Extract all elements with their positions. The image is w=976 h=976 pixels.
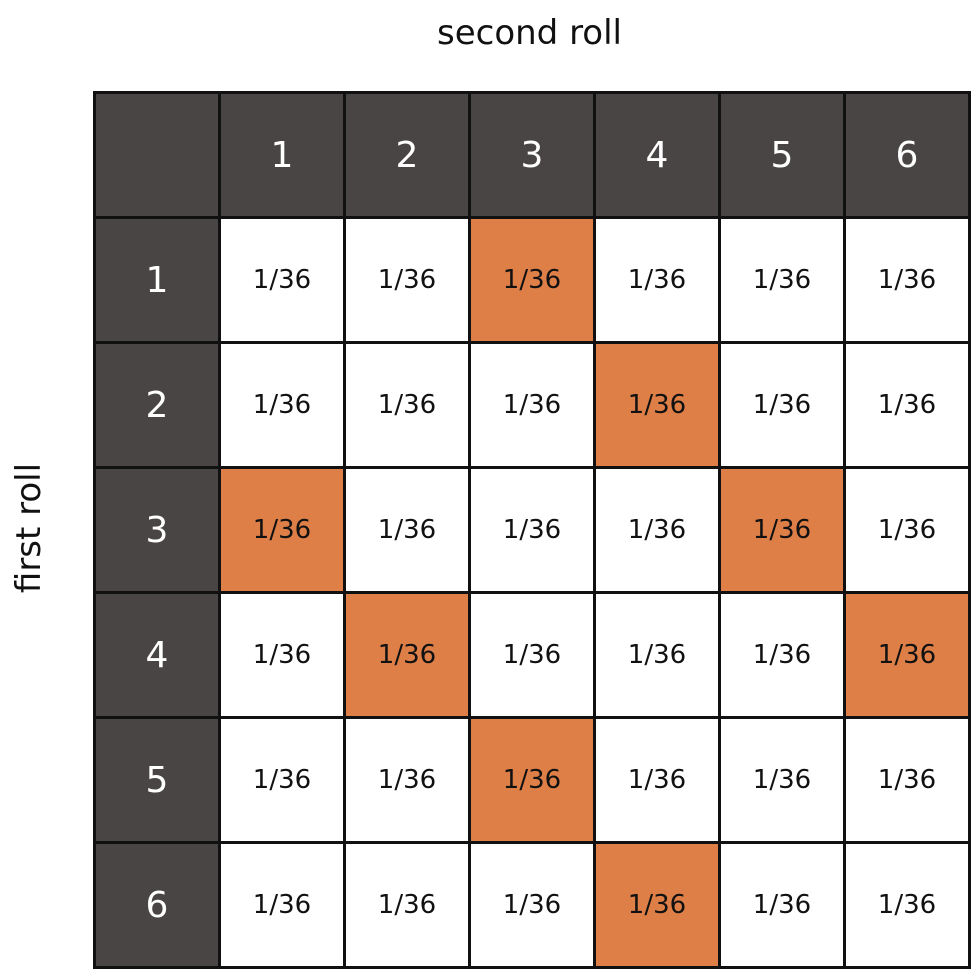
probability-cell: 1/36 xyxy=(846,469,968,591)
highlighted-cell: 1/36 xyxy=(596,344,718,466)
probability-cell: 1/36 xyxy=(221,719,343,841)
highlighted-cell: 1/36 xyxy=(346,594,468,716)
highlighted-cell: 1/36 xyxy=(471,719,593,841)
probability-cell: 1/36 xyxy=(721,219,843,341)
row-header: 4 xyxy=(96,594,218,716)
probability-cell: 1/36 xyxy=(471,844,593,966)
probability-cell: 1/36 xyxy=(721,844,843,966)
probability-cell: 1/36 xyxy=(346,219,468,341)
probability-cell: 1/36 xyxy=(721,719,843,841)
probability-cell: 1/36 xyxy=(346,344,468,466)
probability-cell: 1/36 xyxy=(846,344,968,466)
highlighted-cell: 1/36 xyxy=(846,594,968,716)
row-header: 3 xyxy=(96,469,218,591)
row-header: 1 xyxy=(96,219,218,341)
probability-cell: 1/36 xyxy=(221,844,343,966)
row-header: 6 xyxy=(96,844,218,966)
probability-cell: 1/36 xyxy=(596,219,718,341)
probability-cell: 1/36 xyxy=(846,844,968,966)
column-header: 6 xyxy=(846,94,968,216)
probability-cell: 1/36 xyxy=(471,344,593,466)
column-header: 3 xyxy=(471,94,593,216)
corner-cell xyxy=(96,94,218,216)
row-header: 5 xyxy=(96,719,218,841)
highlighted-cell: 1/36 xyxy=(721,469,843,591)
row-axis-title: first roll xyxy=(9,462,49,594)
probability-cell: 1/36 xyxy=(721,594,843,716)
probability-cell: 1/36 xyxy=(346,469,468,591)
probability-cell: 1/36 xyxy=(596,719,718,841)
column-header: 5 xyxy=(721,94,843,216)
probability-cell: 1/36 xyxy=(846,719,968,841)
probability-cell: 1/36 xyxy=(346,719,468,841)
probability-table: 1 2 3 4 5 6 1 1/36 1/36 1/36 1/36 1/36 1/36 2 1/36 1/36… xyxy=(93,91,971,969)
probability-cell: 1/36 xyxy=(846,219,968,341)
probability-cell: 1/36 xyxy=(221,344,343,466)
probability-cell: 1/36 xyxy=(471,469,593,591)
probability-cell: 1/36 xyxy=(471,594,593,716)
probability-cell: 1/36 xyxy=(721,344,843,466)
row-header: 2 xyxy=(96,344,218,466)
column-header: 4 xyxy=(596,94,718,216)
column-header: 1 xyxy=(221,94,343,216)
probability-cell: 1/36 xyxy=(346,844,468,966)
highlighted-cell: 1/36 xyxy=(596,844,718,966)
column-header: 2 xyxy=(346,94,468,216)
highlighted-cell: 1/36 xyxy=(471,219,593,341)
column-axis-title: second roll xyxy=(437,13,622,53)
probability-cell: 1/36 xyxy=(596,469,718,591)
highlighted-cell: 1/36 xyxy=(221,469,343,591)
probability-cell: 1/36 xyxy=(221,219,343,341)
probability-cell: 1/36 xyxy=(596,594,718,716)
probability-cell: 1/36 xyxy=(221,594,343,716)
